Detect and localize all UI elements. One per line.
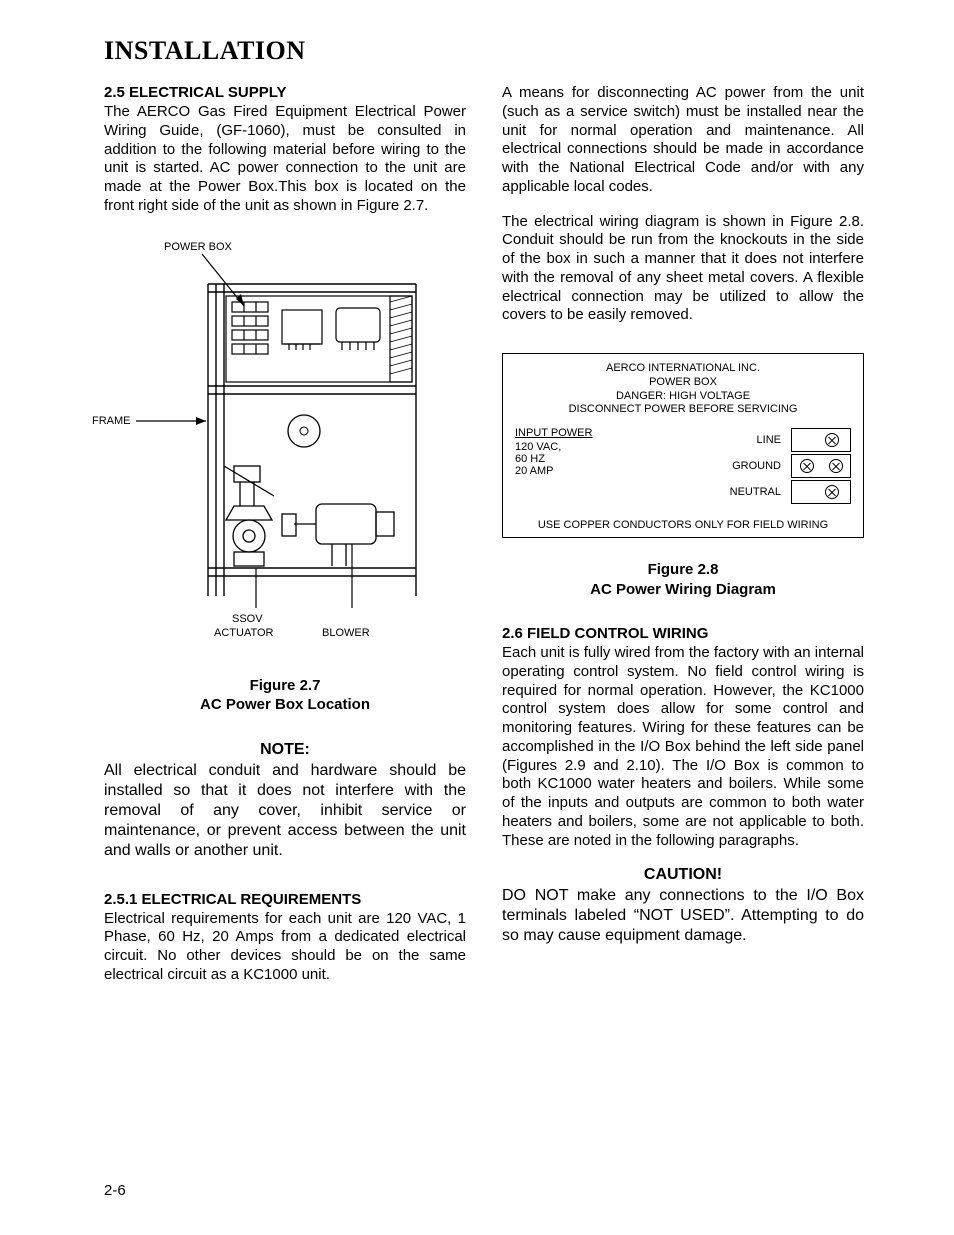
right-column: A means for disconnecting AC power from … <box>502 84 864 1001</box>
label-frame: FRAME <box>92 415 131 427</box>
section-2-5-body: The AERCO Gas Fired Equipment Electrical… <box>104 103 466 216</box>
section-2-5-head: 2.5 ELECTRICAL SUPPLY <box>104 84 466 101</box>
section-2-5-1-body: Electrical requirements for each unit ar… <box>104 910 466 985</box>
figure-2-7-caption-line1: Figure 2.7 <box>250 677 321 694</box>
note-body: All electrical conduit and hardware shou… <box>104 761 466 861</box>
figure-2-7-caption-line2: AC Power Box Location <box>200 696 370 713</box>
page-number: 2-6 <box>104 1182 126 1199</box>
caution-heading: CAUTION! <box>502 866 864 884</box>
wiring-input-power: INPUT POWER 120 VAC, 60 HZ 20 AMP <box>515 427 610 477</box>
label-blower: BLOWER <box>322 627 370 639</box>
wiring-input-l3: 20 AMP <box>515 465 610 477</box>
label-power-box: POWER BOX <box>164 241 233 253</box>
left-column: 2.5 ELECTRICAL SUPPLY The AERCO Gas Fire… <box>104 84 466 1001</box>
wiring-line-label: LINE <box>757 434 781 446</box>
figure-2-8-wiring-box: AERCO INTERNATIONAL INC. POWER BOX DANGE… <box>502 353 864 538</box>
note-heading: NOTE: <box>104 741 466 759</box>
screw-icon <box>829 459 843 473</box>
figure-2-7-caption: Figure 2.7 AC Power Box Location <box>104 676 466 715</box>
wiring-ground-label: GROUND <box>732 460 781 472</box>
caution-body: DO NOT make any connections to the I/O B… <box>502 886 864 946</box>
wiring-input-l2: 60 HZ <box>515 453 610 465</box>
section-2-6-head: 2.6 FIELD CONTROL WIRING <box>502 625 864 642</box>
section-2-6-body: Each unit is fully wired from the factor… <box>502 644 864 850</box>
section-2-5-1-head: 2.5.1 ELECTRICAL REQUIREMENTS <box>104 891 466 908</box>
wiring-input-head: INPUT POWER <box>515 427 610 439</box>
two-column-layout: 2.5 ELECTRICAL SUPPLY The AERCO Gas Fire… <box>104 84 864 1001</box>
screw-icon <box>825 485 839 499</box>
label-actuator: ACTUATOR <box>214 627 274 639</box>
wiring-header: AERCO INTERNATIONAL INC. POWER BOX DANGE… <box>511 362 855 417</box>
wiring-footer: USE COPPER CONDUCTORS ONLY FOR FIELD WIR… <box>511 519 855 531</box>
right-para-2: The electrical wiring diagram is shown i… <box>502 213 864 326</box>
figure-2-7-diagram: POWER BOX FRAME <box>84 236 444 666</box>
figure-2-8-caption: Figure 2.8 AC Power Wiring Diagram <box>502 560 864 599</box>
right-para-1: A means for disconnecting AC power from … <box>502 84 864 197</box>
wiring-terminals: LINE GROUND NEUTRAL <box>626 427 851 505</box>
wiring-neutral-label: NEUTRAL <box>730 486 781 498</box>
terminal-ground <box>791 454 851 478</box>
figure-2-8-caption-line2: AC Power Wiring Diagram <box>590 581 776 598</box>
wiring-h2: POWER BOX <box>511 376 855 390</box>
screw-icon <box>800 459 814 473</box>
terminal-line <box>791 428 851 452</box>
screw-icon <box>825 433 839 447</box>
wiring-h1: AERCO INTERNATIONAL INC. <box>511 362 855 376</box>
wiring-input-l1: 120 VAC, <box>515 441 610 453</box>
page-title: INSTALLATION <box>104 36 864 66</box>
figure-2-8-caption-line1: Figure 2.8 <box>648 561 719 578</box>
terminal-neutral <box>791 480 851 504</box>
label-ssov: SSOV <box>232 613 263 625</box>
wiring-h4: DISCONNECT POWER BEFORE SERVICING <box>511 403 855 417</box>
wiring-h3: DANGER: HIGH VOLTAGE <box>511 390 855 404</box>
